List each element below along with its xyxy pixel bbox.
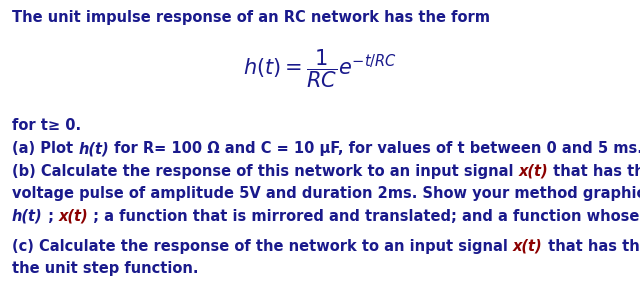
Text: h(t): h(t) (12, 209, 43, 224)
Text: h(t): h(t) (78, 141, 109, 156)
Text: ; a function that is mirrored and translated; and a function whose area is: ; a function that is mirrored and transl… (88, 209, 640, 224)
Text: x(t): x(t) (513, 239, 543, 254)
Text: $h(t) = \dfrac{1}{RC}e^{-t/RC}$: $h(t) = \dfrac{1}{RC}e^{-t/RC}$ (243, 47, 397, 90)
Text: voltage pulse of amplitude 5V and duration 2ms. Show your method graphically, in: voltage pulse of amplitude 5V and durati… (12, 186, 640, 201)
Text: that has the form of 5: that has the form of 5 (543, 239, 640, 254)
Text: x(t): x(t) (518, 164, 548, 179)
Text: (b) Calculate the response of this network to an input signal: (b) Calculate the response of this netwo… (12, 164, 518, 179)
Text: ;: ; (43, 209, 59, 224)
Text: for R= 100 Ω and C = 10 μF, for values of t between 0 and 5 ms.: for R= 100 Ω and C = 10 μF, for values o… (109, 141, 640, 156)
Text: for t≥ 0.: for t≥ 0. (12, 118, 81, 133)
Text: that has the form of a rectangular: that has the form of a rectangular (548, 164, 640, 179)
Text: (c) Calculate the response of the network to an input signal: (c) Calculate the response of the networ… (12, 239, 513, 254)
Text: x(t): x(t) (59, 209, 88, 224)
Text: (a) Plot: (a) Plot (12, 141, 78, 156)
Text: the unit step function.: the unit step function. (12, 261, 198, 276)
Text: The unit impulse response of an RC network has the form: The unit impulse response of an RC netwo… (12, 10, 490, 25)
